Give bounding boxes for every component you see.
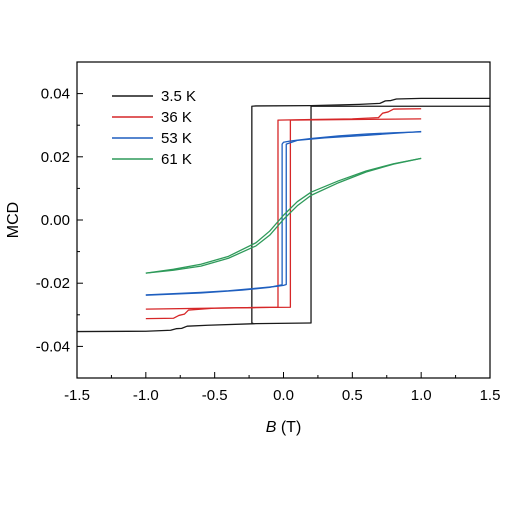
sweep-down-line <box>145 108 422 310</box>
sweep-up-line <box>76 105 490 333</box>
legend: 3.5 K 36 K 53 K 61 K <box>112 88 196 168</box>
y-axis-label: MCD <box>5 202 22 238</box>
legend-label: 36 K <box>161 109 192 126</box>
y-tick-label: 0.02 <box>41 149 70 166</box>
series-53-k <box>145 130 422 296</box>
x-tick-label: 0.0 <box>273 387 294 404</box>
sweep-up-line <box>145 118 422 320</box>
x-tick-label: 1.5 <box>480 387 501 404</box>
x-axis-label: B (T) <box>266 419 302 436</box>
sweep-down-line <box>251 97 490 324</box>
x-axis-label-unit: (T) <box>276 419 301 436</box>
series-layer <box>76 97 490 333</box>
x-tick-label: 0.5 <box>342 387 363 404</box>
series-3-5-k <box>76 97 490 333</box>
y-tick-label: 0.00 <box>41 212 70 229</box>
y-tick-label: -0.02 <box>36 275 70 292</box>
y-tick-label: 0.04 <box>41 86 70 103</box>
legend-label: 61 K <box>161 151 192 168</box>
legend-label: 3.5 K <box>161 88 196 105</box>
series-61-k <box>145 157 422 274</box>
sweep-down-line <box>145 157 422 274</box>
axis-ticks: -1.5 -1.0 -0.5 0.0 0.5 1.0 1.5 -0.04 -0.02 0.00 0.… <box>36 61 501 404</box>
x-tick-label: -1.0 <box>133 387 159 404</box>
x-axis-label-symbol: B <box>266 419 277 436</box>
sweep-down-line <box>145 131 422 296</box>
series-36-k <box>145 108 422 320</box>
y-tick-label: -0.04 <box>36 338 70 355</box>
x-tick-label: 1.0 <box>411 387 432 404</box>
sweep-up-line <box>145 157 422 274</box>
legend-label: 53 K <box>161 130 192 147</box>
x-tick-label: -0.5 <box>202 387 228 404</box>
x-tick-label: -1.5 <box>64 387 90 404</box>
